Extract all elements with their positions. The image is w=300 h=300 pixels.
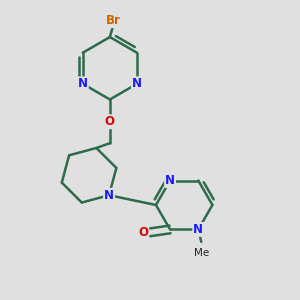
Text: N: N: [78, 77, 88, 90]
Text: N: N: [193, 223, 203, 236]
Text: Br: Br: [105, 14, 120, 27]
Text: N: N: [165, 174, 175, 187]
Text: Me: Me: [194, 248, 209, 258]
Text: N: N: [104, 189, 114, 202]
Text: O: O: [105, 115, 115, 128]
Text: O: O: [138, 226, 148, 239]
Text: N: N: [132, 77, 142, 90]
